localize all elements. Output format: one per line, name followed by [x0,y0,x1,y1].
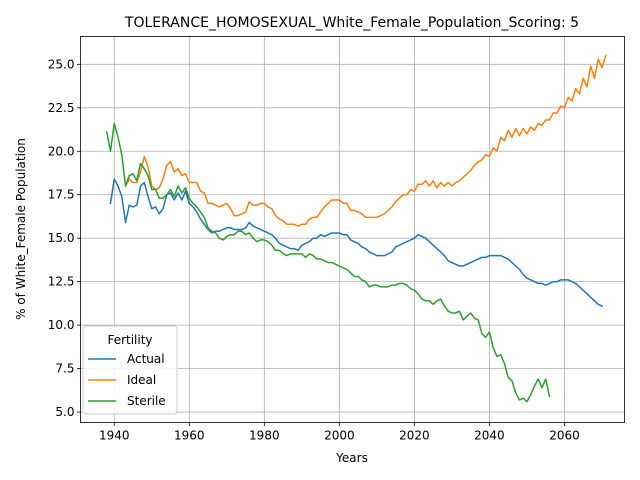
legend-label-ideal: Ideal [127,373,156,387]
x-axis-ticks: 1940 1960 1980 2000 2020 2040 2060 [99,422,580,443]
y-axis-ticks: 5.0 7.5 10.0 12.5 15.0 17.5 20.0 22.5 25.0 [48,57,81,419]
y-tick-label: 17.5 [48,188,75,202]
y-tick-label: 22.5 [48,101,75,115]
series-line-actual [109,178,603,307]
x-tick-label: 1980 [249,429,280,443]
plot-frame [80,36,625,423]
y-axis-label: % of White_Female Population [14,138,28,320]
y-tick-label: 12.5 [48,275,75,289]
chart-title: TOLERANCE_HOMOSEXUAL_White_Female_Popula… [124,15,579,31]
x-tick-label: 2000 [324,429,355,443]
x-tick-label: 1940 [99,429,130,443]
x-tick-label: 2060 [549,429,580,443]
y-tick-label: 5.0 [55,405,74,419]
y-tick-label: 25.0 [48,57,75,71]
y-tick-label: 7.5 [55,362,74,376]
y-tick-label: 15.0 [48,231,75,245]
series-line-ideal [124,54,607,227]
y-tick-label: 10.0 [48,318,75,332]
legend-label-actual: Actual [127,352,165,366]
x-tick-label: 2040 [474,429,505,443]
legend-label-sterile: Sterile [127,394,166,408]
series-line-sterile [105,122,551,403]
legend: Fertility Actual Ideal Sterile [82,325,178,415]
x-tick-label: 1960 [174,429,205,443]
series-lines [105,54,607,403]
legend-title: Fertility [107,333,152,347]
legend-box [82,325,178,415]
y-tick-label: 20.0 [48,144,75,158]
x-axis-label: Years [335,451,368,465]
x-tick-label: 2020 [399,429,430,443]
legend-entries: Actual Ideal Sterile [88,352,166,408]
